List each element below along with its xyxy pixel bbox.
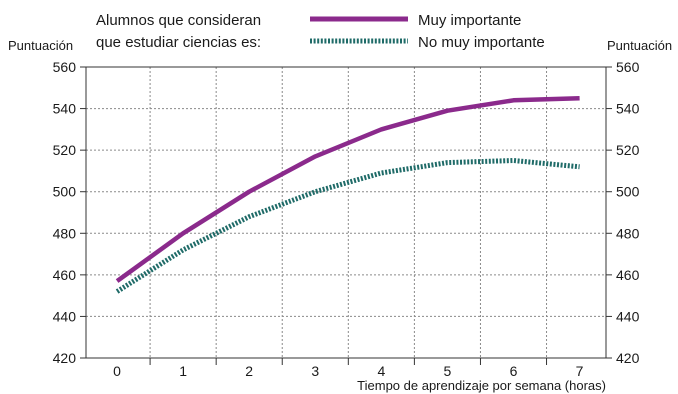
y-tick-label-left: 440 — [53, 308, 77, 324]
x-tick-label: 5 — [444, 363, 452, 379]
x-tick-label: 3 — [311, 363, 319, 379]
legend: Alumnos que consideran que estudiar cien… — [96, 12, 545, 51]
legend-label-no-muy-importante: No muy importante — [418, 34, 545, 51]
x-tick-label: 7 — [576, 363, 584, 379]
series-line-no-muy-importante — [115, 158, 580, 294]
series-line-muy-importante — [115, 95, 580, 283]
legend-caption-line1: Alumnos que consideran — [96, 12, 261, 29]
plot-area-frame — [85, 66, 607, 359]
y-tick-label-right: 480 — [616, 225, 640, 241]
y-tick-label-left: 460 — [53, 267, 77, 283]
y-tick-label-right: 560 — [616, 59, 640, 75]
y-axis-title-left: Puntuación — [8, 38, 73, 53]
y-tick-label-right: 440 — [616, 308, 640, 324]
x-axis-title: Tiempo de aprendizaje por semana (horas) — [357, 378, 606, 393]
y-tick-label-right: 500 — [616, 184, 640, 200]
y-tick-label-right: 420 — [616, 350, 640, 366]
x-tick-label: 4 — [377, 363, 385, 379]
y-axis-title-right: Puntuación — [607, 38, 672, 53]
series-lines — [115, 95, 580, 294]
y-tick-label-left: 540 — [53, 101, 77, 117]
y-tick-label-right: 460 — [616, 267, 640, 283]
x-tick-label: 0 — [113, 363, 121, 379]
x-tick-label: 2 — [245, 363, 253, 379]
legend-caption-line2: que estudiar ciencias es: — [96, 34, 261, 51]
y-tick-label-left: 420 — [53, 350, 77, 366]
x-tick-label: 6 — [510, 363, 518, 379]
y-tick-label-right: 520 — [616, 142, 640, 158]
y-tick-label-left: 480 — [53, 225, 77, 241]
y-tick-label-right: 540 — [616, 101, 640, 117]
y-tick-label-left: 560 — [53, 59, 77, 75]
y-tick-label-left: 520 — [53, 142, 77, 158]
legend-label-muy-importante: Muy importante — [418, 12, 521, 29]
y-tick-label-left: 500 — [53, 184, 77, 200]
gridlines — [86, 67, 606, 358]
x-tick-label: 1 — [179, 363, 187, 379]
